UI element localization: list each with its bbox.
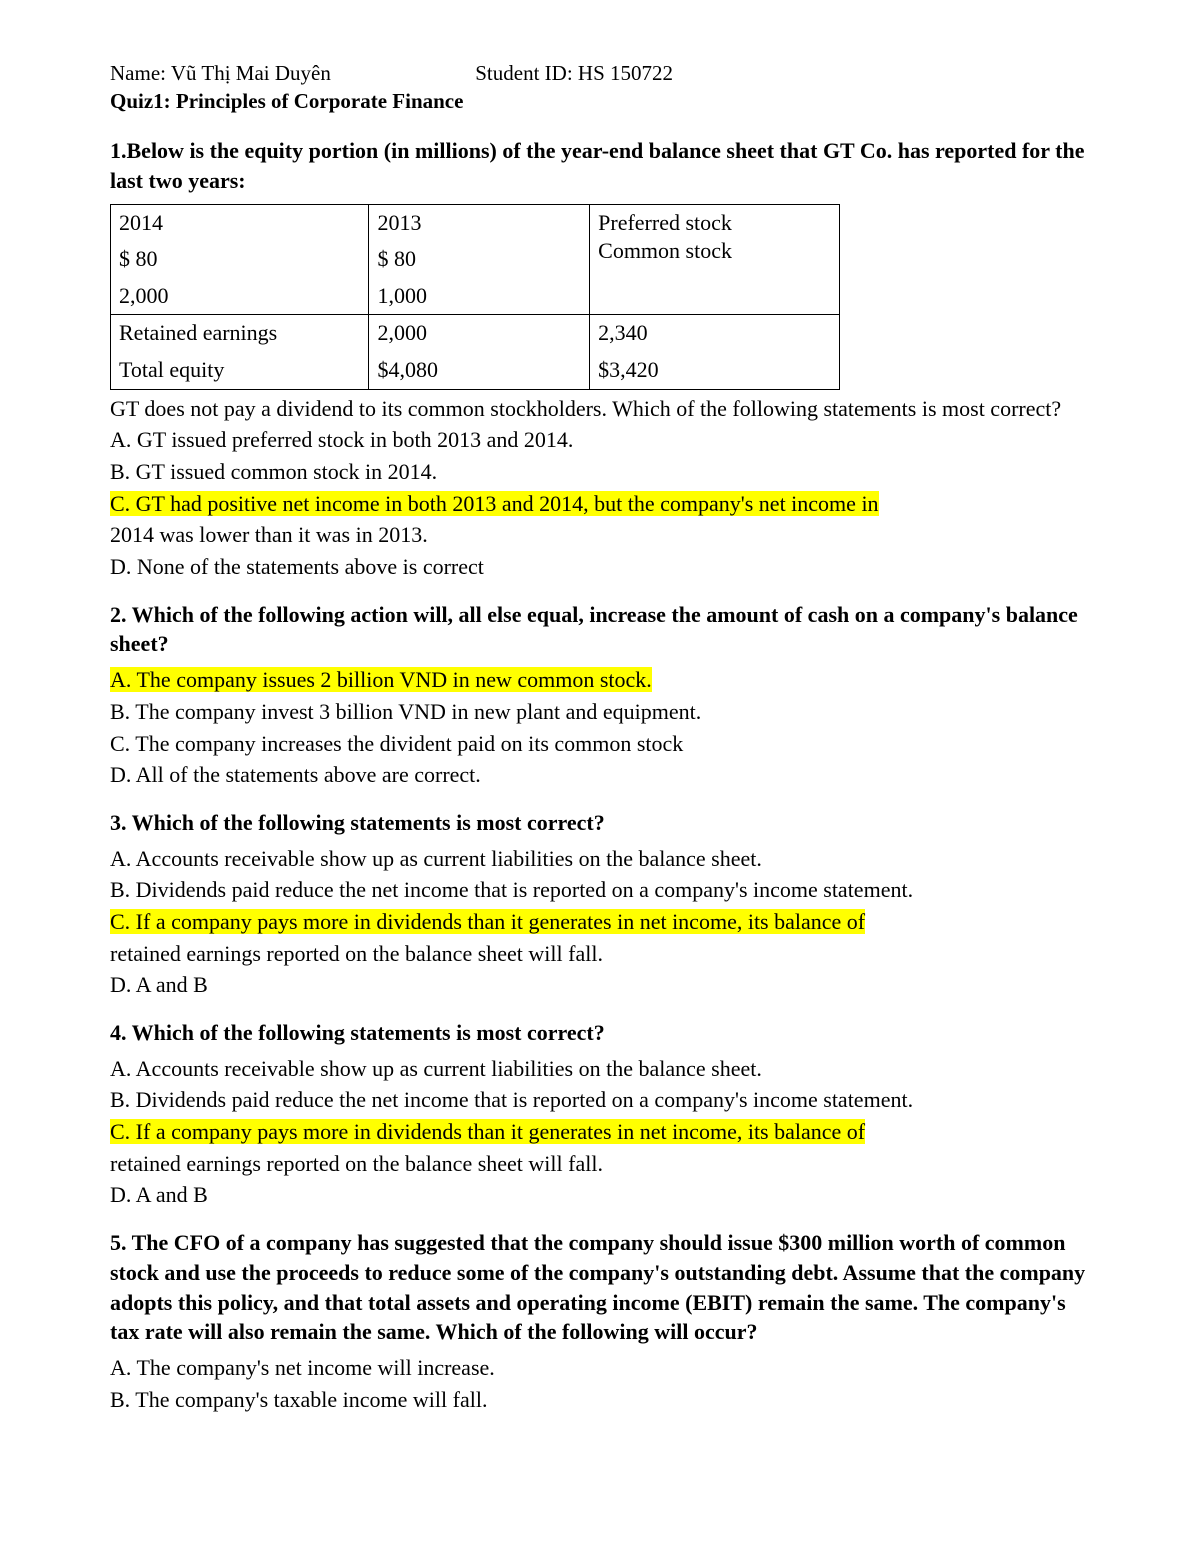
q3-option-a: A. Accounts receivable show up as curren… [110, 844, 1090, 874]
table-cell: Total equity [111, 352, 369, 389]
q1-option-c: C. GT had positive net income in both 20… [110, 489, 1090, 519]
table-cell-text: Preferred stock [598, 210, 732, 235]
q1-after-table: GT does not pay a dividend to its common… [110, 394, 1090, 424]
table-cell: 2,340 [590, 315, 840, 352]
header-line: Name: Vũ Thị Mai Duyên Student ID: HS 15… [110, 60, 1090, 87]
table-cell: $ 80 [111, 241, 369, 278]
q4-option-b: B. Dividends paid reduce the net income … [110, 1085, 1090, 1115]
equity-table: 2014 2013 Preferred stock Common stock $… [110, 204, 840, 390]
q4-option-c: C. If a company pays more in dividends t… [110, 1117, 1090, 1147]
student-id: Student ID: HS 150722 [475, 61, 673, 85]
q4-option-c-cont: retained earnings reported on the balanc… [110, 1149, 1090, 1179]
table-cell-text: Common stock [598, 238, 732, 263]
q2-stem: 2. Which of the following action will, a… [110, 600, 1090, 659]
table-cell: $4,080 [369, 352, 590, 389]
q5-stem: 5. The CFO of a company has suggested th… [110, 1228, 1090, 1347]
q3-option-d: D. A and B [110, 970, 1090, 1000]
q1-option-d: D. None of the statements above is corre… [110, 552, 1090, 582]
table-cell: 1,000 [369, 278, 590, 315]
q3-stem: 3. Which of the following statements is … [110, 808, 1090, 838]
table-cell: 2,000 [369, 315, 590, 352]
q3-option-c: C. If a company pays more in dividends t… [110, 907, 1090, 937]
table-cell: 2,000 [111, 278, 369, 315]
q3-option-c-cont: retained earnings reported on the balanc… [110, 939, 1090, 969]
q2-option-a: A. The company issues 2 billion VND in n… [110, 665, 1090, 695]
q1-option-c-highlight: C. GT had positive net income in both 20… [110, 491, 879, 516]
table-cell: 2013 [369, 204, 590, 241]
page: Name: Vũ Thị Mai Duyên Student ID: HS 15… [0, 0, 1200, 1553]
q1-option-c-cont: 2014 was lower than it was in 2013. [110, 520, 1090, 550]
q2-option-d: D. All of the statements above are corre… [110, 760, 1090, 790]
q4-option-a: A. Accounts receivable show up as curren… [110, 1054, 1090, 1084]
q4-option-d: D. A and B [110, 1180, 1090, 1210]
student-name: Name: Vũ Thị Mai Duyên [110, 60, 470, 87]
q5-option-b: B. The company's taxable income will fal… [110, 1385, 1090, 1415]
q2-option-c: C. The company increases the divident pa… [110, 729, 1090, 759]
table-cell: Preferred stock Common stock [590, 204, 840, 315]
q4-stem: 4. Which of the following statements is … [110, 1018, 1090, 1048]
quiz-title: Quiz1: Principles of Corporate Finance [110, 89, 1090, 114]
table-cell: 2014 [111, 204, 369, 241]
q2-option-b: B. The company invest 3 billion VND in n… [110, 697, 1090, 727]
q3-option-c-highlight: C. If a company pays more in dividends t… [110, 909, 865, 934]
q3-option-b: B. Dividends paid reduce the net income … [110, 875, 1090, 905]
q1-option-b: B. GT issued common stock in 2014. [110, 457, 1090, 487]
q1-stem: 1.Below is the equity portion (in millio… [110, 136, 1090, 195]
q2-option-a-highlight: A. The company issues 2 billion VND in n… [110, 667, 652, 692]
table-cell: Retained earnings [111, 315, 369, 352]
q4-option-c-highlight: C. If a company pays more in dividends t… [110, 1119, 865, 1144]
table-cell: $ 80 [369, 241, 590, 278]
table-cell: $3,420 [590, 352, 840, 389]
q1-option-a: A. GT issued preferred stock in both 201… [110, 425, 1090, 455]
q5-option-a: A. The company's net income will increas… [110, 1353, 1090, 1383]
